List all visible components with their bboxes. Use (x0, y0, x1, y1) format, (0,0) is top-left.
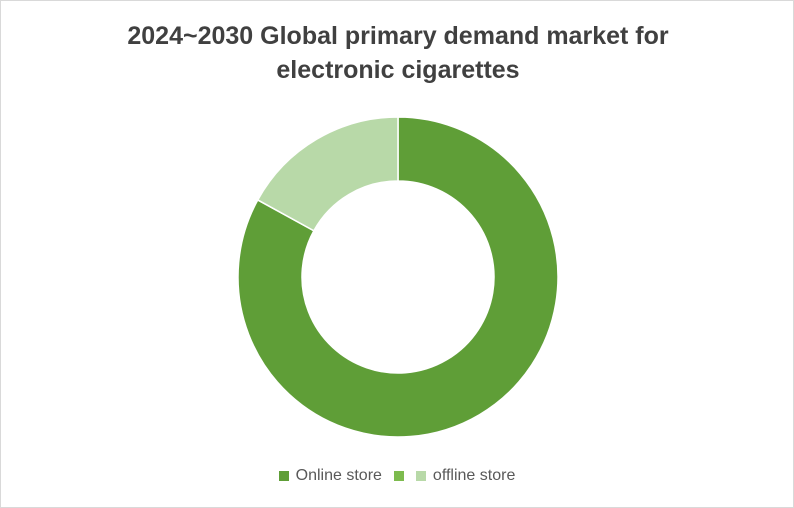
legend-label: Online store (295, 467, 382, 484)
legend-entry: Online store (278, 467, 382, 485)
legend-swatch (415, 471, 426, 481)
legend-swatch (393, 471, 404, 481)
slice (256, 116, 399, 232)
legend: Online store offline store (1, 467, 793, 485)
chart-title: 2024~2030 Global primary demand market f… (127, 22, 669, 84)
legend-entry (393, 467, 404, 485)
legend-label: offline store (432, 467, 516, 484)
legend-entry: offline store (415, 467, 516, 485)
legend-swatch (278, 471, 289, 481)
slice (237, 116, 559, 438)
